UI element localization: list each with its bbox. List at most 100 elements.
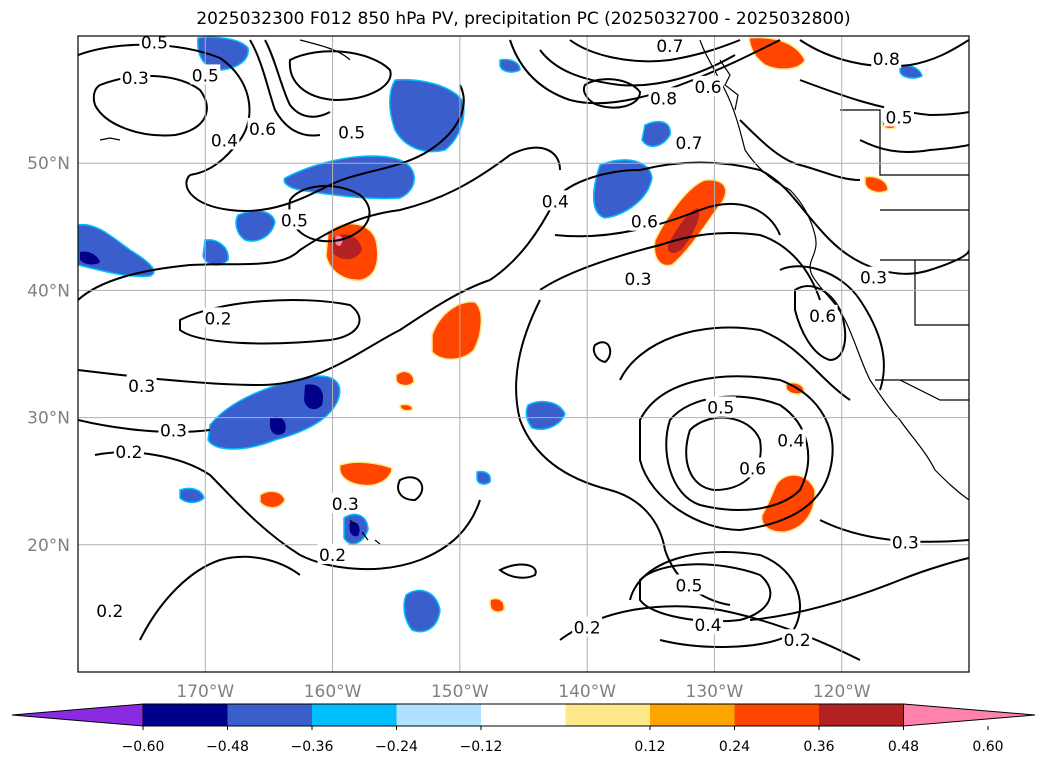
contour-label-23: 0.6 <box>739 459 766 479</box>
lon-tick-label-1: 160°W <box>304 682 362 702</box>
lon-tick-label-2: 150°W <box>431 682 489 702</box>
contour-labels: 0.5 0.3 0.5 0.4 0.6 0.5 0.7 0.8 0.6 0.8 0.5 0.7 0.5 0… <box>94 33 921 651</box>
contour-label-6: 0.7 <box>656 37 683 57</box>
contour-label-24: 0.2 <box>115 443 142 463</box>
lon-tick-label-5: 120°W <box>813 682 871 702</box>
colorbar-segment-3 <box>396 704 481 726</box>
contour-label-29: 0.2 <box>96 602 123 622</box>
contour-label-15: 0.3 <box>625 270 652 290</box>
colorbar-frame <box>142 703 904 727</box>
colorbar-tick-label-2: −0.36 <box>291 739 334 755</box>
colorbar-segment-1 <box>227 704 312 726</box>
contour-label-bg-28 <box>673 574 704 595</box>
figure-title: 2025032300 F012 850 hPa PV, precipitatio… <box>196 9 851 29</box>
colorbar-tick-label-6: 0.24 <box>719 739 750 755</box>
colorbar-extend-high <box>903 703 1036 727</box>
colorbar-tick-label-8: 0.48 <box>888 739 919 755</box>
lat-tick-label-0: 20°N <box>27 536 70 556</box>
contour-label-9: 0.8 <box>873 50 900 70</box>
colorbar-segment-7 <box>734 704 819 726</box>
contour-label-26: 0.2 <box>319 546 346 566</box>
contour-label-13: 0.4 <box>542 192 569 212</box>
contour-label-8: 0.6 <box>695 78 722 98</box>
contour-label-bg-24 <box>113 440 144 461</box>
colorbar-segment-8 <box>819 704 904 726</box>
contour-label-bg-9 <box>871 47 902 68</box>
contour-label-bg-27 <box>890 531 921 552</box>
contour-label-30: 0.2 <box>574 618 601 638</box>
colorbar-segment-6 <box>650 704 735 726</box>
contour-label-bg-29 <box>94 599 125 620</box>
colorbar-tick-label-0: −0.60 <box>122 739 165 755</box>
contour-label-bg-22 <box>775 429 806 450</box>
contour-label-bg-2 <box>190 64 221 85</box>
contour-label-bg-17 <box>807 304 838 325</box>
contour-label-16: 0.3 <box>860 269 887 289</box>
contour-label-31: 0.4 <box>695 616 722 636</box>
contour-label-bg-11 <box>673 131 704 152</box>
contour-label-12: 0.5 <box>281 211 308 231</box>
contour-label-bg-3 <box>209 129 240 150</box>
longitude-ticks: 170°W 160°W 150°W 140°W 130°W 120°W <box>176 682 870 702</box>
colorbar-tick-label-3: −0.24 <box>375 739 418 755</box>
colorbar-segment-2 <box>312 704 397 726</box>
contour-label-19: 0.3 <box>128 377 155 397</box>
lon-tick-label-3: 140°W <box>558 682 616 702</box>
contour-label-bg-14 <box>629 210 660 231</box>
gridlines <box>78 36 969 672</box>
latitude-ticks: 20°N 30°N 40°N 50°N <box>27 154 70 556</box>
contour-label-22: 0.4 <box>777 431 804 451</box>
contour-label-bg-26 <box>317 543 348 564</box>
lon-tick-label-0: 170°W <box>176 682 234 702</box>
contour-label-bg-12 <box>279 209 310 230</box>
contour-label-bg-0 <box>139 36 170 52</box>
contour-label-11: 0.7 <box>675 134 702 154</box>
contour-label-bg-31 <box>693 613 724 634</box>
contour-label-0: 0.5 <box>141 33 168 53</box>
colorbar-tick-label-5: 0.12 <box>634 739 665 755</box>
contour-label-5: 0.5 <box>338 124 365 144</box>
colorbar-segment-5 <box>565 704 650 726</box>
contour-label-bg-18 <box>203 307 234 328</box>
contour-label-10: 0.5 <box>885 108 912 128</box>
colorbar-tick-label-7: 0.36 <box>803 739 834 755</box>
colorbar-tick-label-9: 0.60 <box>972 739 1003 755</box>
contour-label-bg-23 <box>737 457 768 478</box>
contour-label-1: 0.3 <box>122 69 149 89</box>
coastlines <box>99 39 969 545</box>
lat-tick-label-2: 40°N <box>27 281 70 301</box>
contour-label-bg-25 <box>330 493 361 514</box>
colorbar-tick-label-1: −0.48 <box>206 739 249 755</box>
contour-label-bg-10 <box>883 106 914 127</box>
contour-label-bg-13 <box>540 190 571 211</box>
contour-label-27: 0.3 <box>892 533 919 553</box>
contour-label-14: 0.6 <box>631 213 658 233</box>
contour-label-2: 0.5 <box>192 66 219 86</box>
contour-label-7: 0.8 <box>650 89 677 109</box>
contour-label-32: 0.2 <box>784 631 811 651</box>
contour-label-28: 0.5 <box>675 577 702 597</box>
contour-label-bg-20 <box>158 419 189 440</box>
contour-label-bg-4 <box>247 117 278 138</box>
contour-label-18: 0.2 <box>204 309 231 329</box>
contour-label-bg-15 <box>623 267 654 288</box>
contour-label-bg-1 <box>120 66 151 87</box>
contour-label-bg-5 <box>336 121 367 142</box>
contour-label-bg-32 <box>782 629 813 650</box>
contour-label-17: 0.6 <box>809 307 836 327</box>
colorbar-tick-label-4: −0.12 <box>460 739 503 755</box>
contour-label-bg-19 <box>126 374 157 395</box>
contour-label-bg-30 <box>572 616 603 637</box>
contour-label-4: 0.6 <box>249 120 276 140</box>
contour-label-21: 0.5 <box>707 398 734 418</box>
lat-tick-label-1: 30°N <box>27 409 70 429</box>
colorbar-segment-0 <box>143 704 228 726</box>
contour-label-25: 0.3 <box>332 495 359 515</box>
map-frame <box>77 35 970 673</box>
contour-label-bg-21 <box>705 396 736 417</box>
contour-label-3: 0.4 <box>211 131 238 151</box>
colorbar-segment-4 <box>481 704 566 726</box>
contour-label-bg-6 <box>654 36 685 56</box>
contour-label-bg-16 <box>858 266 889 287</box>
